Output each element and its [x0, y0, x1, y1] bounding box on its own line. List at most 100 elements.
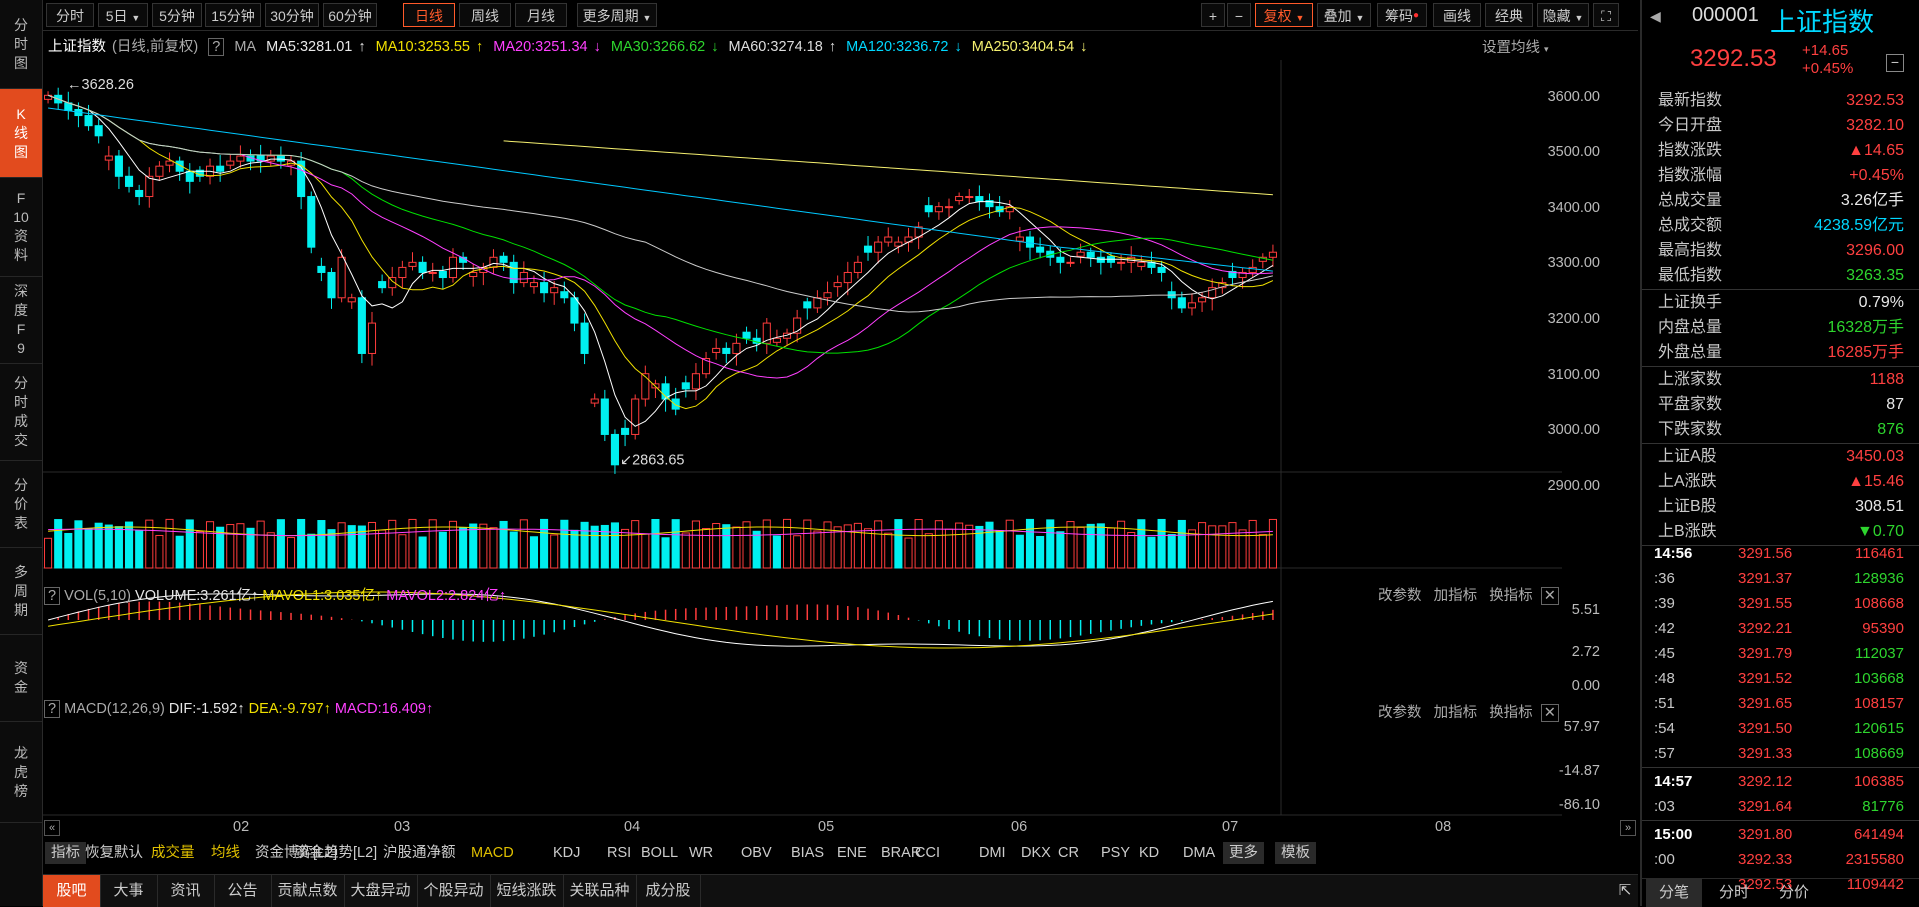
indicator-tab-24[interactable]: 模板	[1275, 842, 1316, 864]
indicator-tab-8[interactable]: KDJ	[553, 845, 581, 861]
indicator-tab-12[interactable]: OBV	[741, 845, 772, 861]
indicator-tab-7[interactable]: MACD	[471, 845, 514, 861]
x-label-07: 07	[1222, 819, 1239, 835]
indicator-tab-11[interactable]: WR	[689, 845, 714, 861]
ma-settings-button[interactable]: 设置均线 ▾	[1482, 40, 1549, 56]
volume-bar	[1177, 519, 1186, 569]
period-weekly[interactable]: 周线	[459, 3, 511, 27]
volume-bar	[1086, 523, 1095, 569]
nav-multi-period[interactable]: 多周期	[0, 548, 42, 635]
volume-bar	[489, 527, 498, 569]
nav-trades[interactable]: 分时成交	[0, 364, 42, 461]
period-60min[interactable]: 60分钟	[323, 3, 377, 27]
mavol1-value: MAVOL1:3.035亿	[262, 588, 375, 604]
bottom-tab-7[interactable]: 短线涨跌	[490, 875, 564, 907]
nav-kline[interactable]: K线图	[0, 89, 42, 178]
bottom-tab-1[interactable]: 大事	[100, 875, 158, 907]
indicator-tab-1[interactable]: 恢复默认	[85, 845, 143, 861]
restore-rights-button[interactable]: 复权 ▼	[1255, 3, 1313, 27]
quote-tab-1[interactable]: 分时	[1718, 884, 1749, 901]
classic-button[interactable]: 经典	[1485, 3, 1533, 27]
indicator-tab-4[interactable]: 资金博弈[L2]	[255, 845, 338, 861]
macd-title: MACD(12,26,9)	[64, 701, 165, 717]
scroll-right-icon[interactable]: »	[1620, 820, 1636, 836]
hide-button[interactable]: 隐藏 ▼	[1537, 3, 1589, 27]
indicator-tab-20[interactable]: PSY	[1101, 845, 1131, 861]
add-indicator-button[interactable]: 加指标	[1433, 588, 1478, 604]
quote-tab-0[interactable]: 分笔	[1646, 879, 1702, 907]
tick-time: :54	[1654, 720, 1675, 737]
switch-indicator-button[interactable]: 换指标	[1489, 588, 1533, 604]
draw-line-button[interactable]: 画线	[1433, 3, 1481, 27]
bottom-tab-5[interactable]: 大盘异动	[344, 875, 418, 907]
period-more[interactable]: 更多周期 ▼	[577, 3, 657, 27]
quote-tab-2[interactable]: 分价	[1778, 884, 1809, 901]
switch-indicator-button[interactable]: 换指标	[1489, 705, 1533, 721]
kline-chart[interactable]: ←3628.26 ↙2863.65	[43, 60, 1563, 840]
volume-bar	[64, 532, 73, 569]
nav-funds[interactable]: 资金	[0, 635, 42, 722]
bottom-tab-0[interactable]: 股吧	[43, 875, 101, 907]
volume-bar	[94, 522, 103, 569]
expand-icon[interactable]: ⇱	[1618, 882, 1632, 899]
candle-body	[469, 271, 478, 278]
period-5min[interactable]: 5分钟	[152, 3, 202, 27]
period-5day[interactable]: 5日 ▼	[98, 3, 148, 27]
bottom-tab-2[interactable]: 资讯	[157, 875, 215, 907]
chips-button[interactable]: 筹码●	[1377, 3, 1427, 27]
indicator-tab-13[interactable]: BIAS	[791, 845, 825, 861]
indicator-tab-21[interactable]: KD	[1139, 845, 1160, 861]
add-indicator-button[interactable]: 加指标	[1433, 705, 1478, 721]
nav-lhb[interactable]: 龙虎榜	[0, 722, 42, 823]
candle-body	[236, 155, 245, 162]
indicator-tab-9[interactable]: RSI	[607, 845, 632, 861]
indicator-tab-15[interactable]: BRAR	[881, 845, 922, 861]
bottom-tab-6[interactable]: 个股异动	[417, 875, 491, 907]
nav-price-table[interactable]: 分价表	[0, 461, 42, 548]
bottom-tab-9[interactable]: 成分股	[636, 875, 701, 907]
help-icon[interactable]: ?	[208, 38, 225, 56]
indicator-tab-6[interactable]: 沪股通净额	[383, 845, 456, 861]
candle-body	[529, 282, 539, 288]
indicator-tab-2[interactable]: 成交量	[151, 845, 195, 861]
indicator-tab-23[interactable]: 更多	[1223, 842, 1264, 864]
bottom-tab-4[interactable]: 贡献点数	[271, 875, 345, 907]
overlay-button[interactable]: 叠加 ▼	[1317, 3, 1371, 27]
nav-f10[interactable]: F10资料	[0, 178, 42, 277]
zoom-out-button[interactable]: −	[1227, 3, 1251, 27]
zoom-in-button[interactable]: +	[1201, 3, 1225, 27]
indicator-tab-5[interactable]: 资金趋势[L2]	[295, 845, 378, 861]
prev-icon[interactable]: ◀	[1650, 8, 1661, 24]
help-icon[interactable]: ?	[44, 700, 61, 718]
collapse-icon[interactable]: −	[1886, 54, 1904, 72]
indicator-tab-22[interactable]: DMA	[1183, 845, 1216, 861]
indicator-tab-0[interactable]: 指标	[45, 842, 86, 864]
nav-depth[interactable]: 深度F9	[0, 277, 42, 364]
indicator-tab-3[interactable]: 均线	[211, 845, 240, 861]
period-30min[interactable]: 30分钟	[265, 3, 319, 27]
fullscreen-icon[interactable]: ⛶	[1593, 3, 1619, 27]
help-icon[interactable]: ?	[44, 587, 61, 605]
bottom-tab-3[interactable]: 公告	[214, 875, 272, 907]
indicator-tab-16[interactable]: CCI	[915, 845, 940, 861]
edit-params-button[interactable]: 改参数	[1378, 588, 1422, 604]
volume-bar	[843, 524, 852, 569]
period-fenshi[interactable]: 分时	[46, 3, 94, 27]
candle-body	[853, 261, 862, 273]
indicator-tab-19[interactable]: CR	[1058, 845, 1079, 861]
indicator-tab-18[interactable]: DKX	[1021, 845, 1051, 861]
period-daily[interactable]: 日线	[403, 3, 455, 27]
stock-change: +14.65 +0.45%	[1802, 42, 1854, 77]
indicator-tab-17[interactable]: DMI	[979, 845, 1006, 861]
scroll-left-icon[interactable]: «	[44, 820, 60, 836]
bottom-tab-8[interactable]: 关联品种	[563, 875, 637, 907]
candle-body	[742, 331, 751, 339]
indicator-tab-10[interactable]: BOLL	[641, 845, 679, 861]
nav-fenshi[interactable]: 分时图	[0, 0, 42, 89]
close-icon[interactable]: ✕	[1540, 587, 1559, 605]
close-icon[interactable]: ✕	[1540, 704, 1559, 722]
edit-params-button[interactable]: 改参数	[1378, 705, 1422, 721]
period-15min[interactable]: 15分钟	[205, 3, 261, 27]
period-monthly[interactable]: 月线	[515, 3, 567, 27]
indicator-tab-14[interactable]: ENE	[837, 845, 867, 861]
